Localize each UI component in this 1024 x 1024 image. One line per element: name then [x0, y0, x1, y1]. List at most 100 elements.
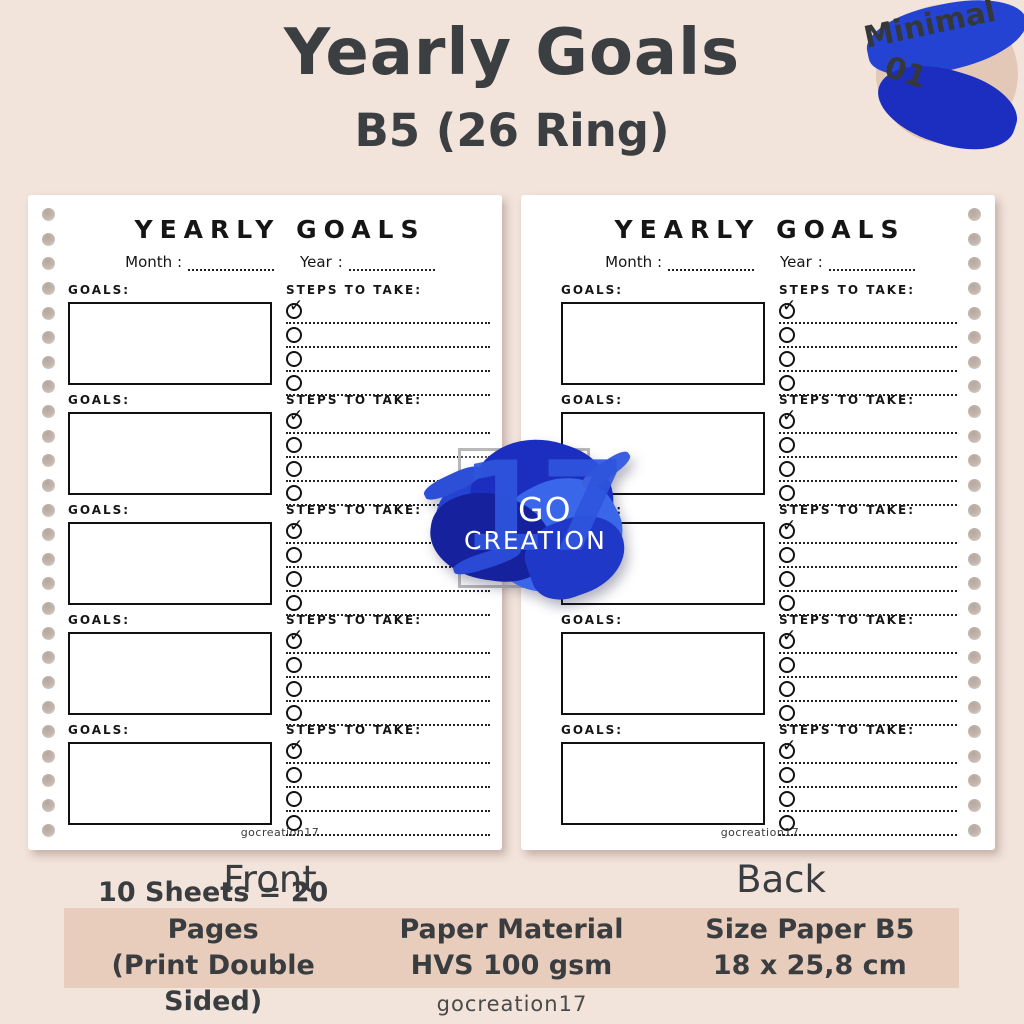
- ring-hole: [42, 281, 55, 295]
- circle-icon: [286, 595, 302, 611]
- dotted-writing-line: [779, 786, 957, 788]
- dotted-writing-line: [286, 566, 490, 568]
- steps-column: STEPS TO TAKE: ✓: [286, 613, 492, 726]
- ring-hole: [968, 503, 981, 517]
- info-line: HVS 100 gsm: [410, 950, 613, 981]
- ring-hole: [968, 675, 981, 689]
- ring-hole: [968, 552, 981, 566]
- year-colon: :: [817, 253, 823, 271]
- dotted-writing-line: [779, 762, 957, 764]
- ring-hole: [968, 700, 981, 714]
- ring-hole: [968, 725, 981, 739]
- steps-label: STEPS TO TAKE:: [779, 393, 916, 407]
- month-label: Month :: [605, 253, 662, 271]
- checked-circle-icon: ✓: [779, 406, 796, 429]
- checked-circle-icon: ✓: [286, 626, 303, 649]
- dotted-writing-line: [779, 652, 957, 654]
- circle-icon: [779, 705, 795, 721]
- goal-write-box: [561, 632, 765, 715]
- step-item: ✓: [286, 406, 492, 436]
- ring-hole: [42, 232, 55, 246]
- dotted-writing-line: [286, 542, 490, 544]
- dotted-writing-line: [779, 810, 957, 812]
- steps-column: STEPS TO TAKE: ✓: [286, 283, 492, 396]
- footer-credit: gocreation17: [436, 992, 588, 1016]
- product-title: Yearly Goals: [283, 16, 741, 90]
- checked-circle-icon: ✓: [286, 736, 303, 759]
- check-icon: ✓: [782, 406, 797, 426]
- goals-label: GOALS:: [561, 283, 624, 297]
- steps-label: STEPS TO TAKE:: [286, 613, 423, 627]
- dotted-writing-line: [286, 652, 490, 654]
- goal-column: GOALS:: [68, 723, 272, 825]
- month-year-row: Month : Year :: [561, 253, 959, 271]
- ring-hole: [42, 208, 55, 221]
- check-icon: ✓: [289, 406, 304, 426]
- ring-hole: [42, 749, 55, 763]
- dotted-writing-line: [286, 456, 490, 458]
- ring-hole: [42, 626, 55, 640]
- front-label: Front: [223, 858, 317, 901]
- ring-hole: [968, 281, 981, 295]
- goal-write-box: [68, 632, 272, 715]
- dotted-writing-line: [779, 542, 957, 544]
- check-icon: ✓: [289, 626, 304, 646]
- ring-hole: [968, 823, 981, 837]
- goals-label: GOALS:: [561, 613, 624, 627]
- dotted-writing-line: [286, 762, 490, 764]
- info-line: Size Paper B5: [705, 913, 915, 945]
- ring-hole: [968, 454, 981, 468]
- ring-hole: [42, 528, 55, 542]
- step-item: [286, 704, 492, 728]
- ring-hole: [968, 799, 981, 812]
- circle-icon: [779, 767, 795, 783]
- circle-icon: [779, 547, 795, 563]
- step-item: [286, 766, 492, 790]
- checked-circle-icon: ✓: [779, 626, 796, 649]
- ring-hole: [968, 577, 981, 591]
- sheet-back-content: YEARLY GOALS Month : Year : GOALS: STEPS …: [561, 195, 959, 850]
- variant-badge: Minimal 01: [860, 0, 1024, 165]
- step-item: [779, 460, 959, 484]
- steps-column: STEPS TO TAKE: ✓: [779, 723, 959, 836]
- step-item: [779, 814, 959, 838]
- circle-icon: [779, 815, 795, 831]
- goal-rows: GOALS: STEPS TO TAKE: ✓ GOALS: STEPS TO TAKE…: [561, 283, 959, 836]
- goal-column: GOALS:: [68, 503, 272, 605]
- sheet-back: YEARLY GOALS Month : Year : GOALS: STEPS …: [521, 195, 995, 850]
- ring-hole: [968, 306, 981, 320]
- step-item: [286, 460, 492, 484]
- step-item: [779, 436, 959, 460]
- step-item: ✓: [779, 736, 959, 766]
- goal-column: GOALS:: [561, 723, 765, 825]
- step-item: [779, 484, 959, 508]
- check-icon: ✓: [782, 516, 797, 536]
- circle-icon: [779, 437, 795, 453]
- circle-icon: [779, 327, 795, 343]
- sheet-title: YEARLY GOALS: [614, 215, 906, 244]
- goal-column: GOALS:: [68, 283, 272, 385]
- step-item: ✓: [779, 296, 959, 326]
- circle-icon: [779, 657, 795, 673]
- ring-hole: [968, 749, 981, 763]
- goals-label: GOALS:: [68, 283, 131, 297]
- ring-hole: [968, 257, 981, 271]
- ring-hole: [42, 725, 55, 739]
- ring-hole: [968, 355, 981, 369]
- ring-hole: [42, 257, 55, 271]
- circle-icon: [779, 791, 795, 807]
- ring-hole: [42, 405, 55, 418]
- step-item: [286, 656, 492, 680]
- sheet-front: YEARLY GOALS Month : Year : GOALS: STEPS …: [28, 195, 502, 850]
- circle-icon: [779, 351, 795, 367]
- dotted-writing-line: [286, 370, 490, 372]
- ring-hole: [968, 232, 981, 246]
- steps-label: STEPS TO TAKE:: [779, 723, 916, 737]
- checked-circle-icon: ✓: [286, 516, 303, 539]
- dotted-writing-line: [286, 614, 490, 616]
- year-dotted-line: [828, 256, 915, 271]
- steps-label: STEPS TO TAKE:: [286, 723, 423, 737]
- dotted-writing-line: [286, 480, 490, 482]
- circle-icon: [779, 595, 795, 611]
- goal-write-box: [68, 302, 272, 385]
